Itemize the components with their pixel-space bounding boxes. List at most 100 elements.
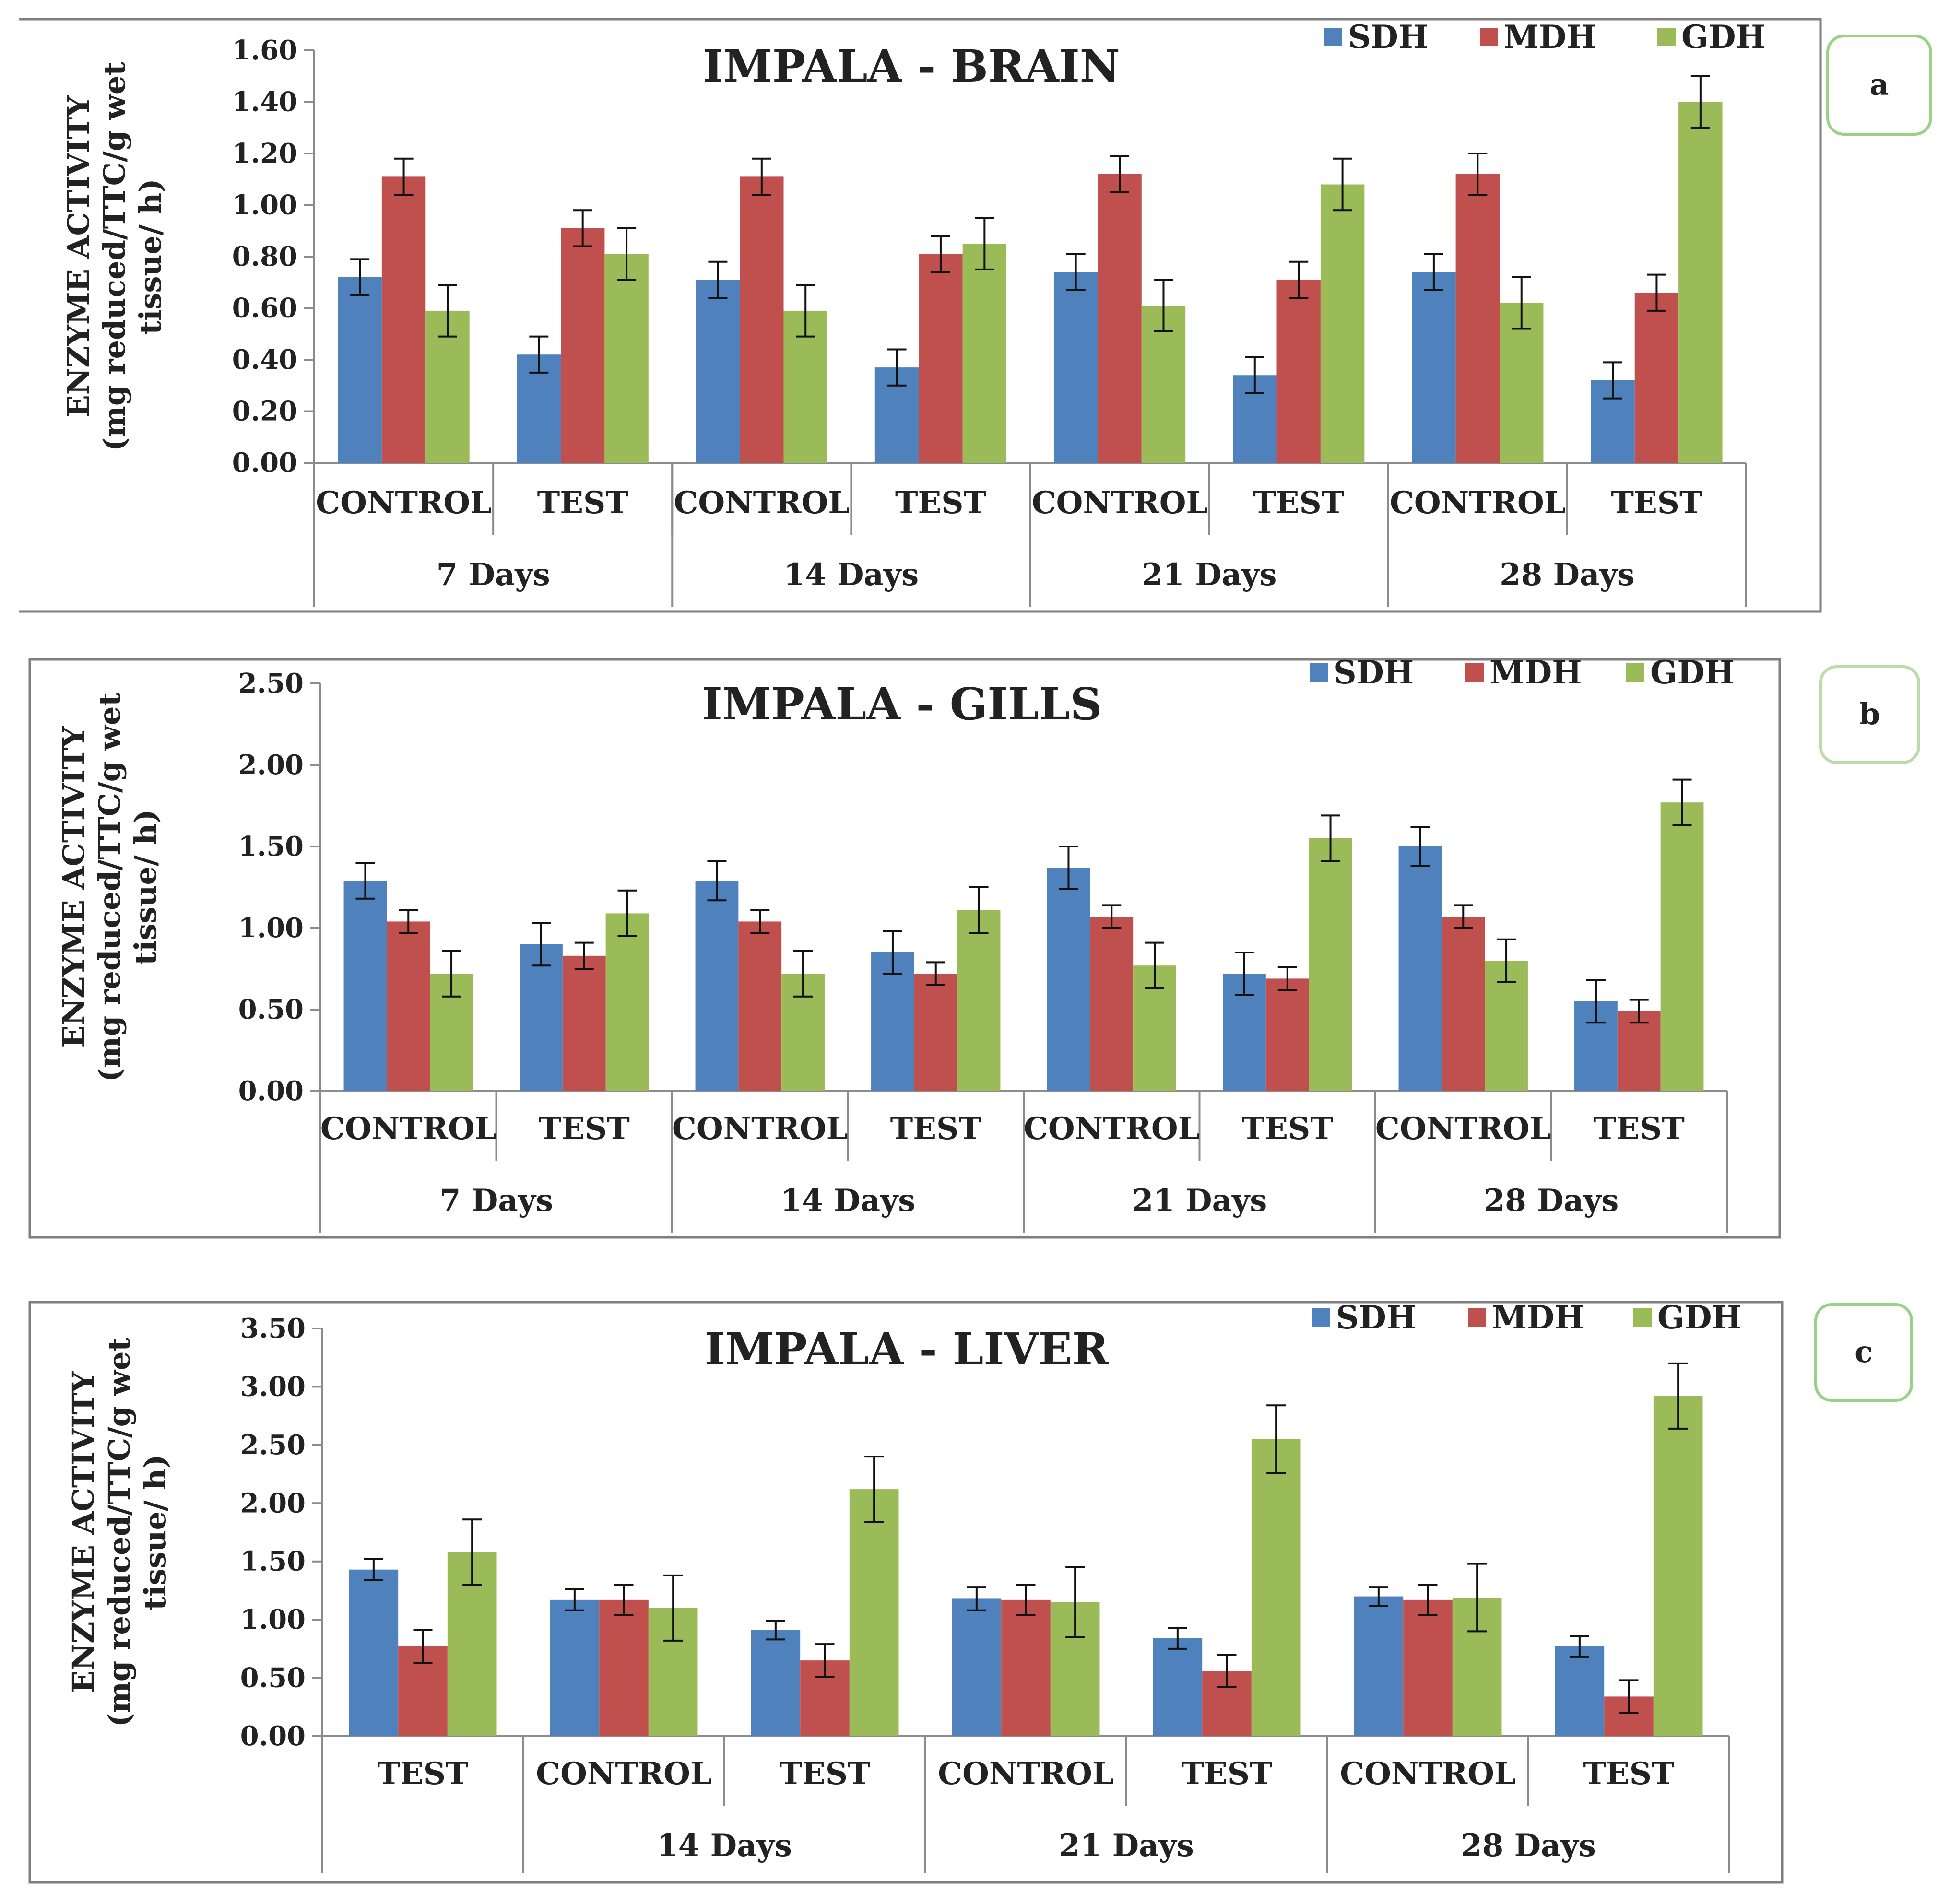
x-category-label: TEST	[377, 1756, 468, 1792]
chart-panel-liver: 0.00 0.50 1.00 1.50 2.00 2.50 3.00 3.50 TEST CONT…	[28, 1299, 1913, 1884]
error-bar-gdh	[1154, 279, 1173, 332]
x-category-label: TEST	[779, 1756, 870, 1792]
legend-swatch-mdh	[1465, 663, 1484, 682]
x-group-label: 21 Days	[1142, 557, 1277, 593]
y-tick-label: 1.50	[240, 1546, 306, 1577]
x-group-label: 21 Days	[1059, 1828, 1194, 1864]
panel-label-badge	[1819, 665, 1920, 764]
bar-sdh	[1412, 272, 1456, 463]
error-bar-gdh	[1512, 276, 1531, 330]
panel-label-badge	[1814, 1303, 1913, 1402]
bar-sdh	[1047, 868, 1090, 1091]
error-bar-mdh	[752, 157, 771, 196]
x-category-label: CONTROL	[536, 1756, 712, 1792]
legend-label-mdh: MDH	[1504, 18, 1596, 56]
legend-swatch-sdh	[1324, 28, 1342, 46]
error-bar-sdh	[355, 862, 375, 900]
error-bar-mdh	[1110, 155, 1130, 193]
x-category-label: TEST	[1242, 1111, 1333, 1147]
bar-gdh	[1653, 1396, 1703, 1736]
x-group-label: 21 Days	[1132, 1183, 1267, 1219]
bar-mdh	[1617, 1011, 1661, 1091]
error-bar-mdh	[1619, 1679, 1639, 1714]
legend-label-gdh: GDH	[1650, 654, 1735, 691]
legend-swatch-gdh	[1657, 28, 1676, 46]
error-bar-mdh	[926, 961, 945, 986]
x-group-label: 28 Days	[1484, 1183, 1619, 1219]
error-bar-mdh	[573, 209, 592, 247]
x-category-label: TEST	[1611, 485, 1702, 521]
error-bar-mdh	[931, 235, 950, 273]
y-axis-label: ENZYME ACTIVITY(mg reduced/TTC/g wettiss…	[66, 1338, 173, 1727]
panel-label: b	[1859, 696, 1880, 731]
bar-gdh	[849, 1489, 899, 1736]
bar-mdh	[1090, 917, 1134, 1091]
error-bar-mdh	[815, 1643, 835, 1678]
bar-mdh	[914, 974, 957, 1091]
bar-mdh	[919, 254, 963, 463]
error-bar-gdh	[1321, 814, 1340, 862]
error-bar-sdh	[766, 1620, 785, 1641]
error-bar-mdh	[1647, 273, 1666, 312]
y-tick-label: 1.00	[238, 912, 304, 944]
y-tick-label: 2.50	[238, 668, 304, 699]
error-bar-mdh	[1454, 904, 1473, 929]
y-tick-label: 0.60	[232, 293, 297, 324]
y-tick-label: 2.00	[240, 1487, 306, 1519]
error-bar-gdh	[1266, 1404, 1286, 1474]
bar-mdh	[738, 921, 782, 1091]
error-bar-sdh	[1570, 1635, 1589, 1658]
x-group-label: 7 Days	[437, 557, 550, 593]
error-bar-gdh	[617, 889, 637, 937]
y-tick-label: 1.00	[232, 189, 297, 221]
error-bar-mdh	[394, 157, 414, 196]
bar-mdh	[1098, 174, 1142, 463]
bar-sdh	[1153, 1638, 1203, 1736]
x-group-label: 14 Days	[784, 557, 919, 593]
y-tick-label: 2.00	[238, 749, 304, 781]
bar-sdh	[1398, 846, 1442, 1091]
legend-swatch-gdh	[1633, 1308, 1652, 1327]
error-bar-sdh	[967, 1586, 986, 1611]
bar-sdh	[550, 1599, 600, 1736]
legend-swatch-mdh	[1468, 1308, 1486, 1327]
error-bar-mdh	[1418, 1584, 1438, 1616]
bar-sdh	[343, 881, 387, 1091]
error-bar-sdh	[1410, 826, 1430, 867]
legend-label-gdh: GDH	[1681, 18, 1766, 56]
panel-label: a	[1869, 67, 1889, 102]
error-bar-sdh	[364, 1558, 383, 1581]
bar-mdh	[1001, 1599, 1051, 1736]
error-bar-sdh	[1059, 846, 1078, 890]
bar-gdh	[605, 913, 649, 1091]
error-bar-gdh	[1668, 1362, 1688, 1430]
panel-label: c	[1855, 1334, 1873, 1369]
legend-swatch-gdh	[1626, 663, 1644, 682]
bar-gdh	[957, 910, 1001, 1091]
x-category-label: CONTROL	[938, 1756, 1114, 1792]
bar-sdh	[871, 952, 914, 1091]
error-bar-gdh	[975, 217, 994, 270]
error-bar-gdh	[617, 227, 637, 281]
bar-gdh	[962, 244, 1007, 463]
bar-sdh	[1354, 1596, 1404, 1736]
x-category-label: CONTROL	[674, 485, 850, 521]
error-bar-sdh	[1066, 253, 1086, 291]
error-bar-gdh	[793, 950, 813, 998]
legend-label-sdh: SDH	[1348, 18, 1428, 56]
error-bar-gdh	[796, 284, 815, 338]
bar-sdh	[695, 881, 739, 1091]
error-bar-gdh	[1467, 1563, 1487, 1633]
bar-sdh	[1555, 1646, 1605, 1736]
x-category-label: CONTROL	[316, 485, 492, 521]
bar-sdh	[520, 944, 563, 1091]
x-category-label: CONTROL	[1032, 485, 1208, 521]
chart-panel-brain: 0.00 0.20 0.40 0.60 0.80 1.00 1.20 1.40 1.60 CONT…	[19, 18, 1932, 613]
error-bar-sdh	[883, 930, 902, 975]
bar-gdh	[604, 254, 649, 463]
panel-label-badge	[1826, 35, 1932, 136]
y-tick-label: 1.50	[238, 831, 304, 862]
x-group-label: 14 Days	[780, 1183, 916, 1219]
error-bar-mdh	[1468, 153, 1488, 196]
